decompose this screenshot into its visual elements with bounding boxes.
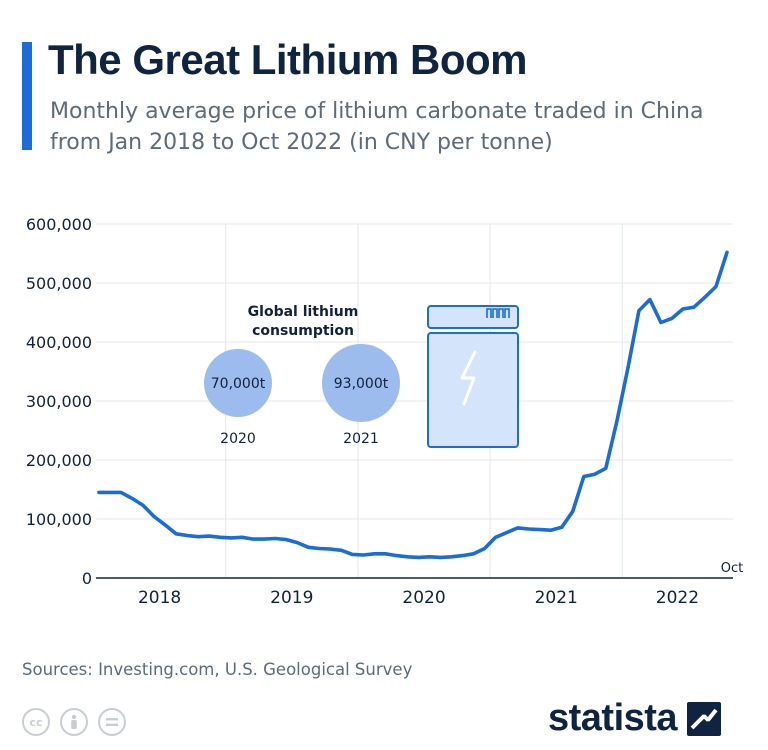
bubble-2020-year: 2020 (220, 431, 256, 447)
creative-commons-icon[interactable]: cc (22, 708, 50, 736)
chart-title: The Great Lithium Boom (48, 36, 528, 83)
line-layer (97, 250, 729, 560)
bubble-2021-year: 2021 (343, 431, 379, 447)
y-tick-label: 600,000 (26, 215, 92, 234)
consumption-heading-line2: consumption (252, 323, 354, 339)
license-icons: cc (22, 708, 126, 736)
x-tick-label: 2022 (656, 588, 699, 608)
title-accent-bar (22, 42, 32, 150)
brand-wordmark: statista (548, 697, 678, 739)
axis-layer: 0 100,000 200,000 300,000 400,000 500,000 600,… (26, 215, 743, 608)
statista-logo-icon (687, 701, 722, 736)
y-tick-label: 200,000 (26, 451, 92, 470)
y-tick-label: 400,000 (26, 333, 92, 352)
y-tick-label: 300,000 (26, 392, 92, 411)
x-tick-label: 2019 (270, 588, 313, 608)
end-month-label: Oct (721, 561, 743, 576)
bubble-2020-value: 70,000t (211, 376, 266, 392)
x-tick-label: 2018 (138, 588, 181, 608)
bubble-2021 (322, 344, 400, 422)
battery-lightning-icon (427, 305, 519, 448)
bubble-2020 (204, 349, 272, 417)
x-tick-label: 2021 (535, 588, 578, 608)
y-tick-label: 0 (82, 569, 92, 588)
attribution-icon[interactable] (60, 708, 88, 736)
grid-layer (96, 223, 733, 578)
statista-brand[interactable]: statista (548, 697, 722, 740)
price-series-line (97, 250, 729, 560)
consumption-infographic: Global lithium consumption 70,000t 2020 … (204, 304, 519, 448)
line-chart: 0 100,000 200,000 300,000 400,000 500,000 600,… (26, 215, 743, 608)
y-tick-label: 500,000 (26, 274, 92, 293)
x-tick-label: 2020 (402, 588, 445, 608)
source-note: Sources: Investing.com, U.S. Geological … (22, 660, 413, 679)
bubble-2021-value: 93,000t (334, 376, 389, 392)
no-derivatives-icon[interactable] (98, 708, 126, 736)
consumption-heading-line1: Global lithium (248, 304, 359, 320)
chart-subtitle: Monthly average price of lithium carbona… (50, 99, 704, 155)
y-tick-label: 100,000 (26, 510, 92, 529)
